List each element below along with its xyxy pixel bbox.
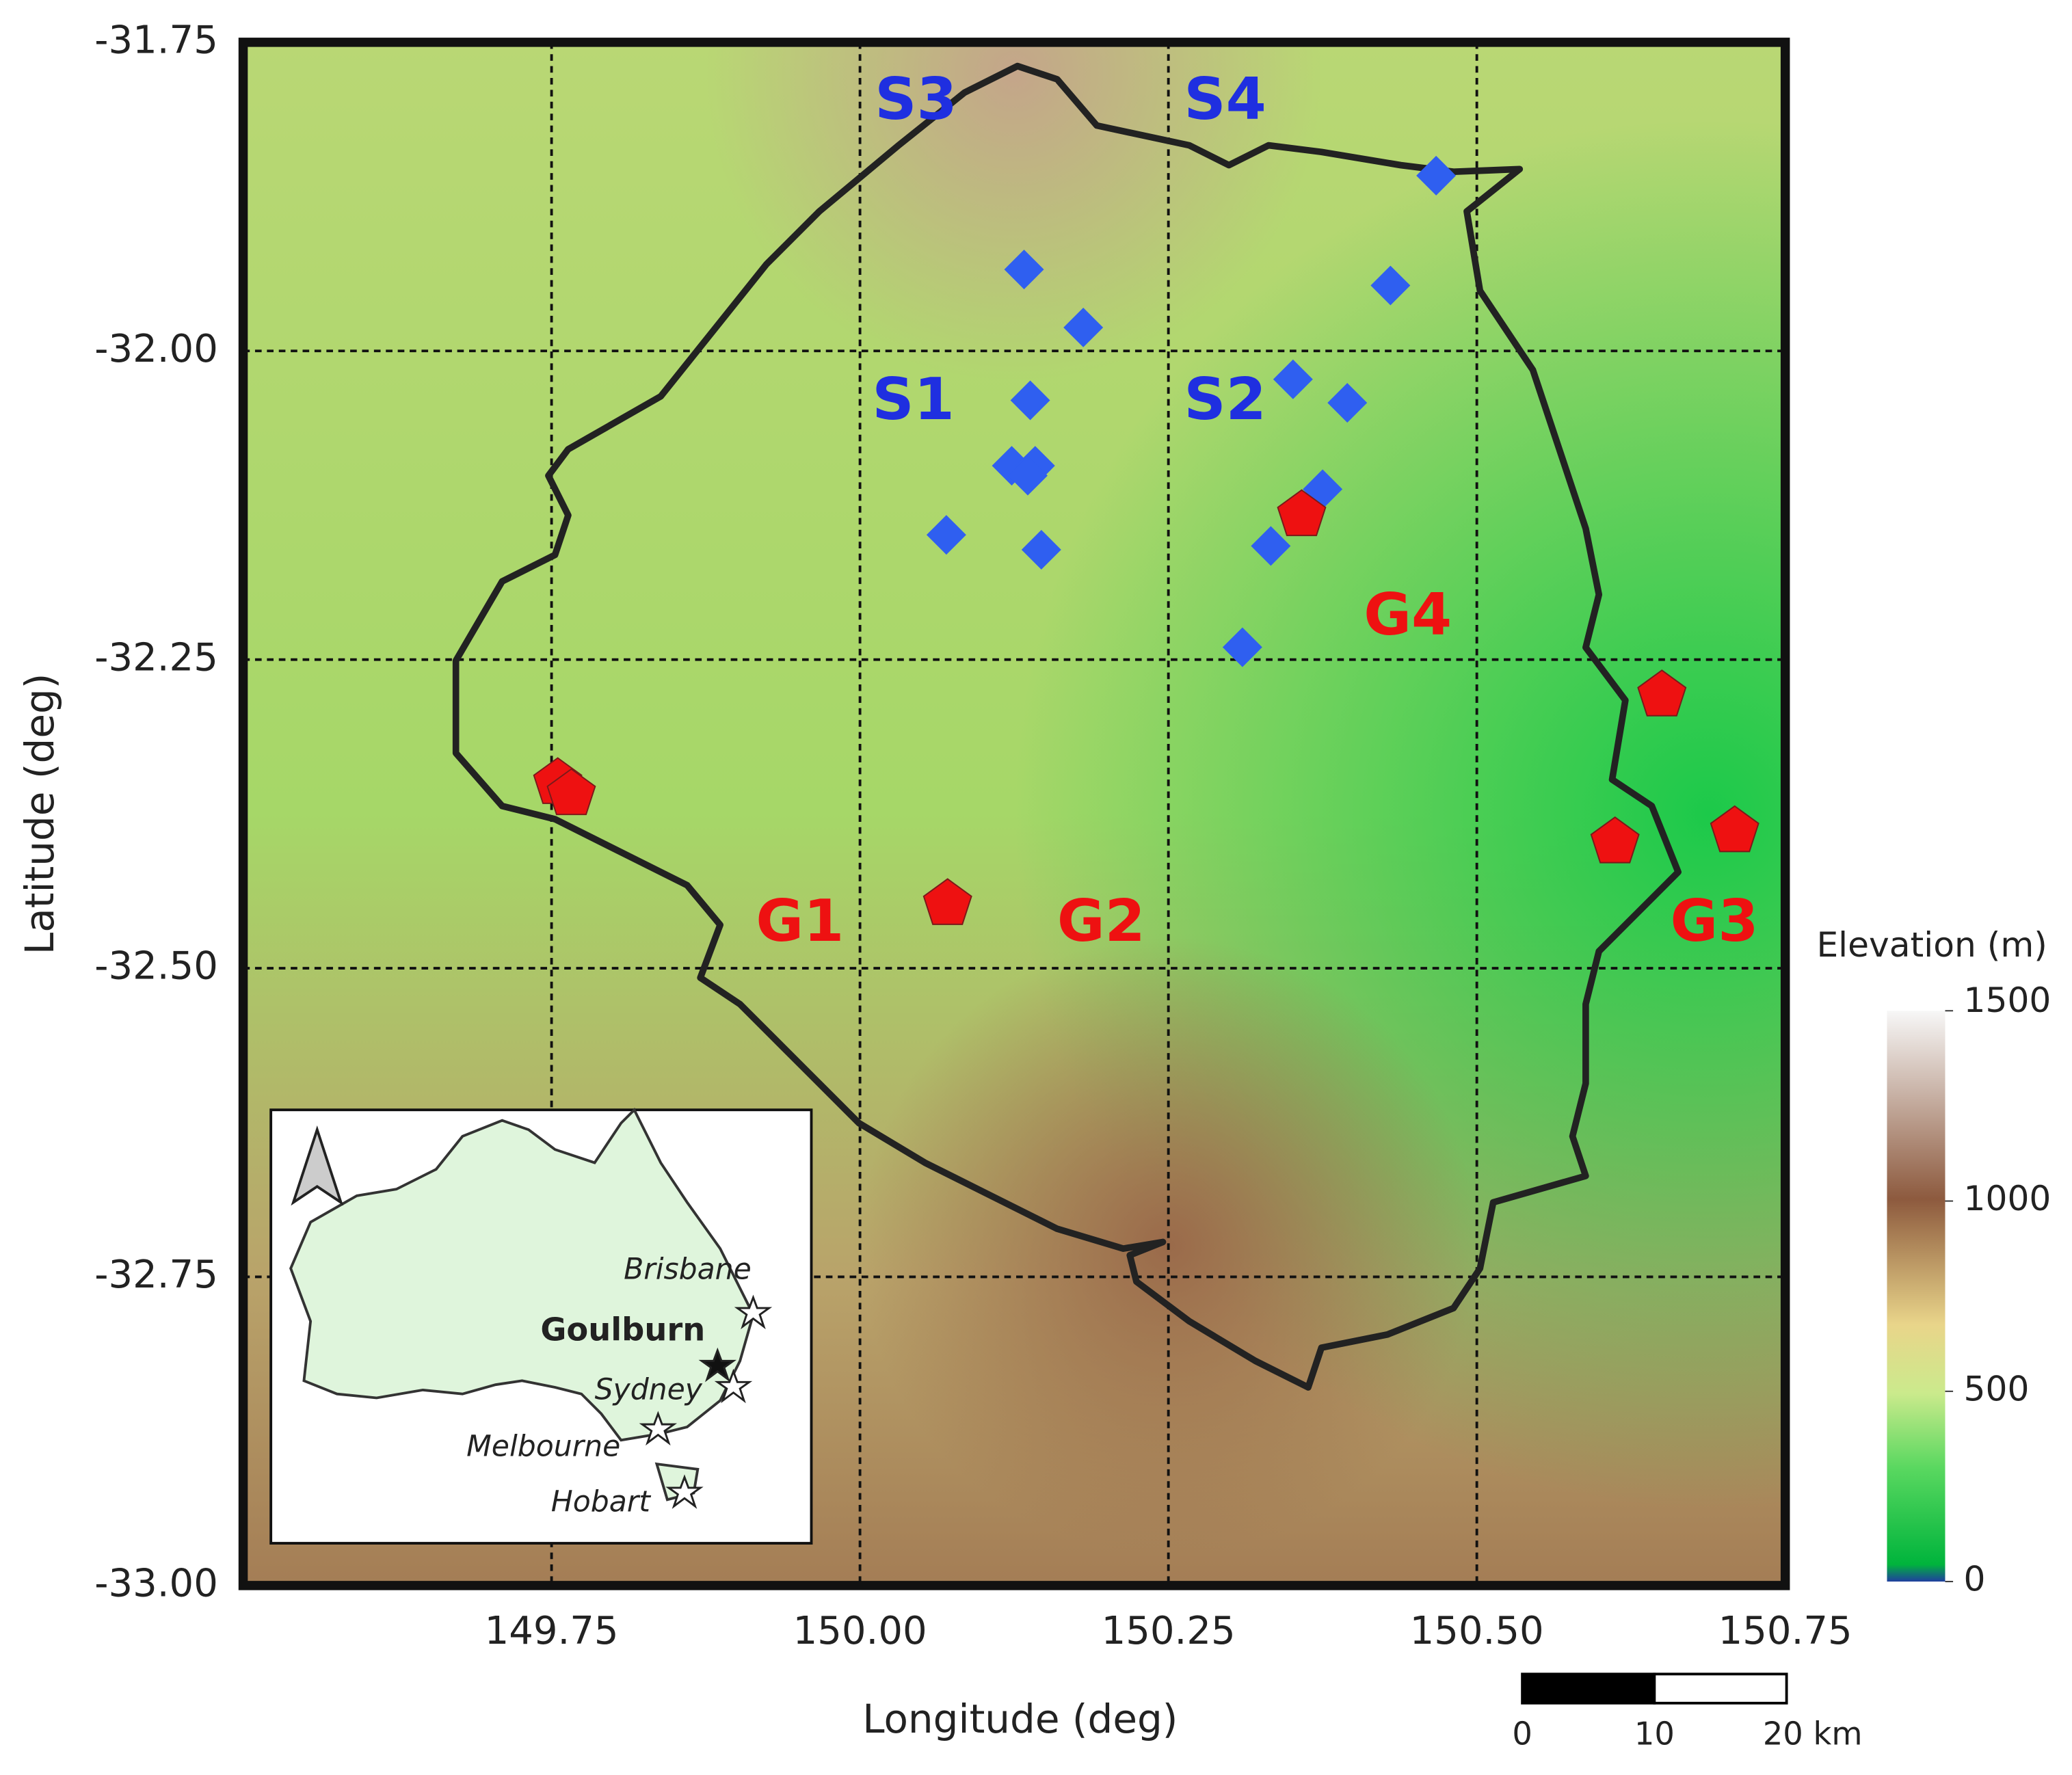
diamond-marker: [1251, 526, 1291, 566]
annotation: G2: [1057, 888, 1145, 955]
diamond-marker: [926, 515, 966, 555]
pentagon-marker: [922, 878, 972, 925]
city-label: Hobart: [551, 1486, 651, 1519]
x-axis-label: Longitude (deg): [862, 1696, 1178, 1742]
x-tick-label: 150.00: [793, 1609, 927, 1653]
y-tick-label: -32.75: [94, 1253, 218, 1297]
map-frame: [238, 38, 1790, 1590]
annotation: S4: [1184, 66, 1266, 133]
colorbar-tick-label: 500: [1964, 1368, 2030, 1409]
city-label: Sydney: [595, 1373, 703, 1406]
colorbar-tick-label: 0: [1964, 1559, 1986, 1599]
colorbar-tick-label: 1500: [1964, 980, 2051, 1020]
y-tick-label: -31.75: [94, 18, 218, 62]
diamond-marker: [1063, 307, 1104, 347]
y-axis-label: Latitude (deg): [16, 673, 63, 955]
scale-bar-segment: [1653, 1672, 1788, 1705]
x-tick-label: 150.50: [1410, 1609, 1544, 1653]
city-label: Brisbane: [624, 1253, 752, 1286]
annotation: S2: [1184, 366, 1266, 433]
pentagon-marker: [1590, 816, 1640, 864]
colorbar-label: Elevation (m): [1816, 924, 2047, 965]
colorbar-tick-label: 1000: [1964, 1178, 2051, 1218]
x-tick-label: 150.75: [1718, 1609, 1852, 1653]
pentagon-marker: [546, 768, 596, 816]
pentagon-marker: [1710, 805, 1759, 853]
pentagon-marker: [1277, 489, 1327, 537]
scale-bar-label: 20 km: [1763, 1716, 1863, 1752]
annotation: S3: [875, 66, 957, 133]
annotation: G3: [1671, 888, 1759, 955]
inset: Brisbane Goulburn Sydney Melbourne Hobar…: [269, 1107, 813, 1545]
x-tick-label: 150.25: [1102, 1609, 1236, 1653]
annotation: G1: [756, 888, 844, 955]
x-tick-label: 149.75: [485, 1609, 619, 1653]
pentagon-marker: [1637, 669, 1687, 717]
catchment-boundary: [452, 62, 1682, 1391]
y-tick-label: -33.00: [94, 1562, 218, 1606]
city-label: Melbourne: [466, 1430, 620, 1463]
city-label: Goulburn: [540, 1311, 705, 1348]
annotation: G4: [1364, 581, 1452, 649]
scale-bar-segment: [1521, 1672, 1656, 1705]
scale-bar-label: 0: [1512, 1716, 1532, 1752]
annotation: S1: [872, 366, 954, 433]
diamond-marker: [1370, 265, 1411, 306]
y-tick-label: -32.00: [94, 327, 218, 371]
scale-bar-label: 10: [1634, 1716, 1675, 1752]
y-tick-label: -32.50: [94, 944, 218, 989]
y-tick-label: -32.25: [94, 635, 218, 680]
colorbar: [1887, 1011, 1945, 1582]
